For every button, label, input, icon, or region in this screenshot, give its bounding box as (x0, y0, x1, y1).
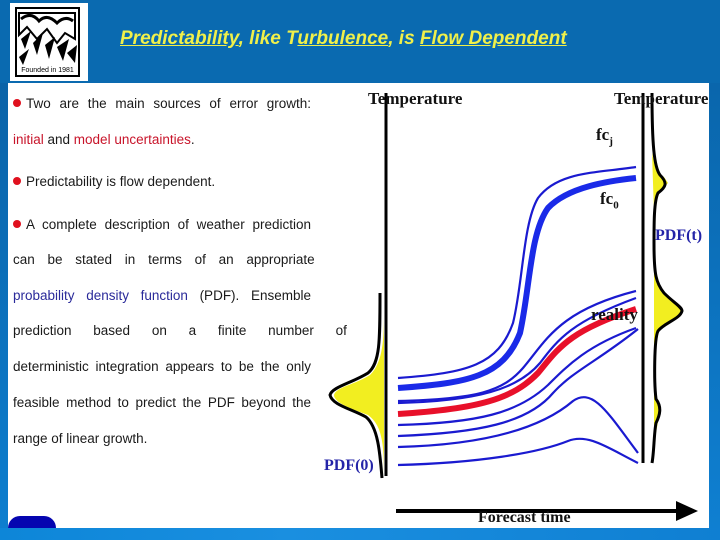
bullet-icon (13, 99, 21, 107)
text-line: feasible method to predict the PDF beyon… (13, 395, 311, 410)
logo-emblem: Founded in 1981 (15, 7, 80, 77)
slide-frame-left (0, 83, 8, 540)
fc0-label: fc0 (600, 189, 619, 212)
slide-title: Predictability, like Turbulence, is Flow… (120, 28, 700, 50)
pdf0-label: PDF(0) (324, 457, 374, 474)
bullet-icon (13, 220, 21, 228)
text-line: Two are the main sources of error growth… (13, 95, 311, 113)
fcj-label: fcj (596, 125, 613, 148)
arrow-head-icon (676, 501, 698, 521)
pdft-curve (650, 92, 684, 464)
logo-caption: Founded in 1981 (21, 67, 74, 74)
text-line: probability density function (PDF). Ense… (13, 288, 311, 303)
title-part: , is (388, 28, 420, 49)
decorative-blob (8, 516, 56, 528)
text-line: range of linear growth. (13, 431, 148, 446)
diagram-graphics (328, 92, 698, 521)
text-line: Predictability is flow dependent. (13, 173, 311, 191)
pdf0-fill (334, 313, 384, 478)
title-part: , like (238, 28, 287, 49)
text-line: A complete description of weather predic… (13, 216, 311, 234)
title-part: Flow Dependent (419, 28, 567, 49)
right-axis-label: Temperature (614, 89, 709, 108)
pdf-diagram: Temperature Temperature fcj fc0 reality … (308, 83, 709, 528)
slide-content: Two are the main sources of error growth… (8, 83, 709, 528)
title-part: T (286, 28, 298, 49)
x-axis-label: Forecast time (478, 509, 571, 526)
title-part: urbulence (297, 28, 389, 49)
slide-frame-right (709, 83, 720, 540)
pdft-label: PDF(t) (655, 227, 703, 244)
bullet-icon (13, 177, 21, 185)
title-part: Predictability (120, 28, 239, 49)
logo: Founded in 1981 (10, 3, 88, 81)
slide-frame-bottom (0, 528, 720, 540)
text-line: prediction based on a finite number of (13, 323, 347, 338)
left-axis-label: Temperature (368, 89, 463, 108)
reality-label: reality (591, 305, 638, 324)
text-line: can be stated in terms of an appropriate (13, 252, 315, 267)
text-line: deterministic integration appears to be … (13, 359, 311, 374)
text-line: initial and model uncertainties. (13, 132, 195, 147)
storm-logo-icon (18, 12, 77, 65)
